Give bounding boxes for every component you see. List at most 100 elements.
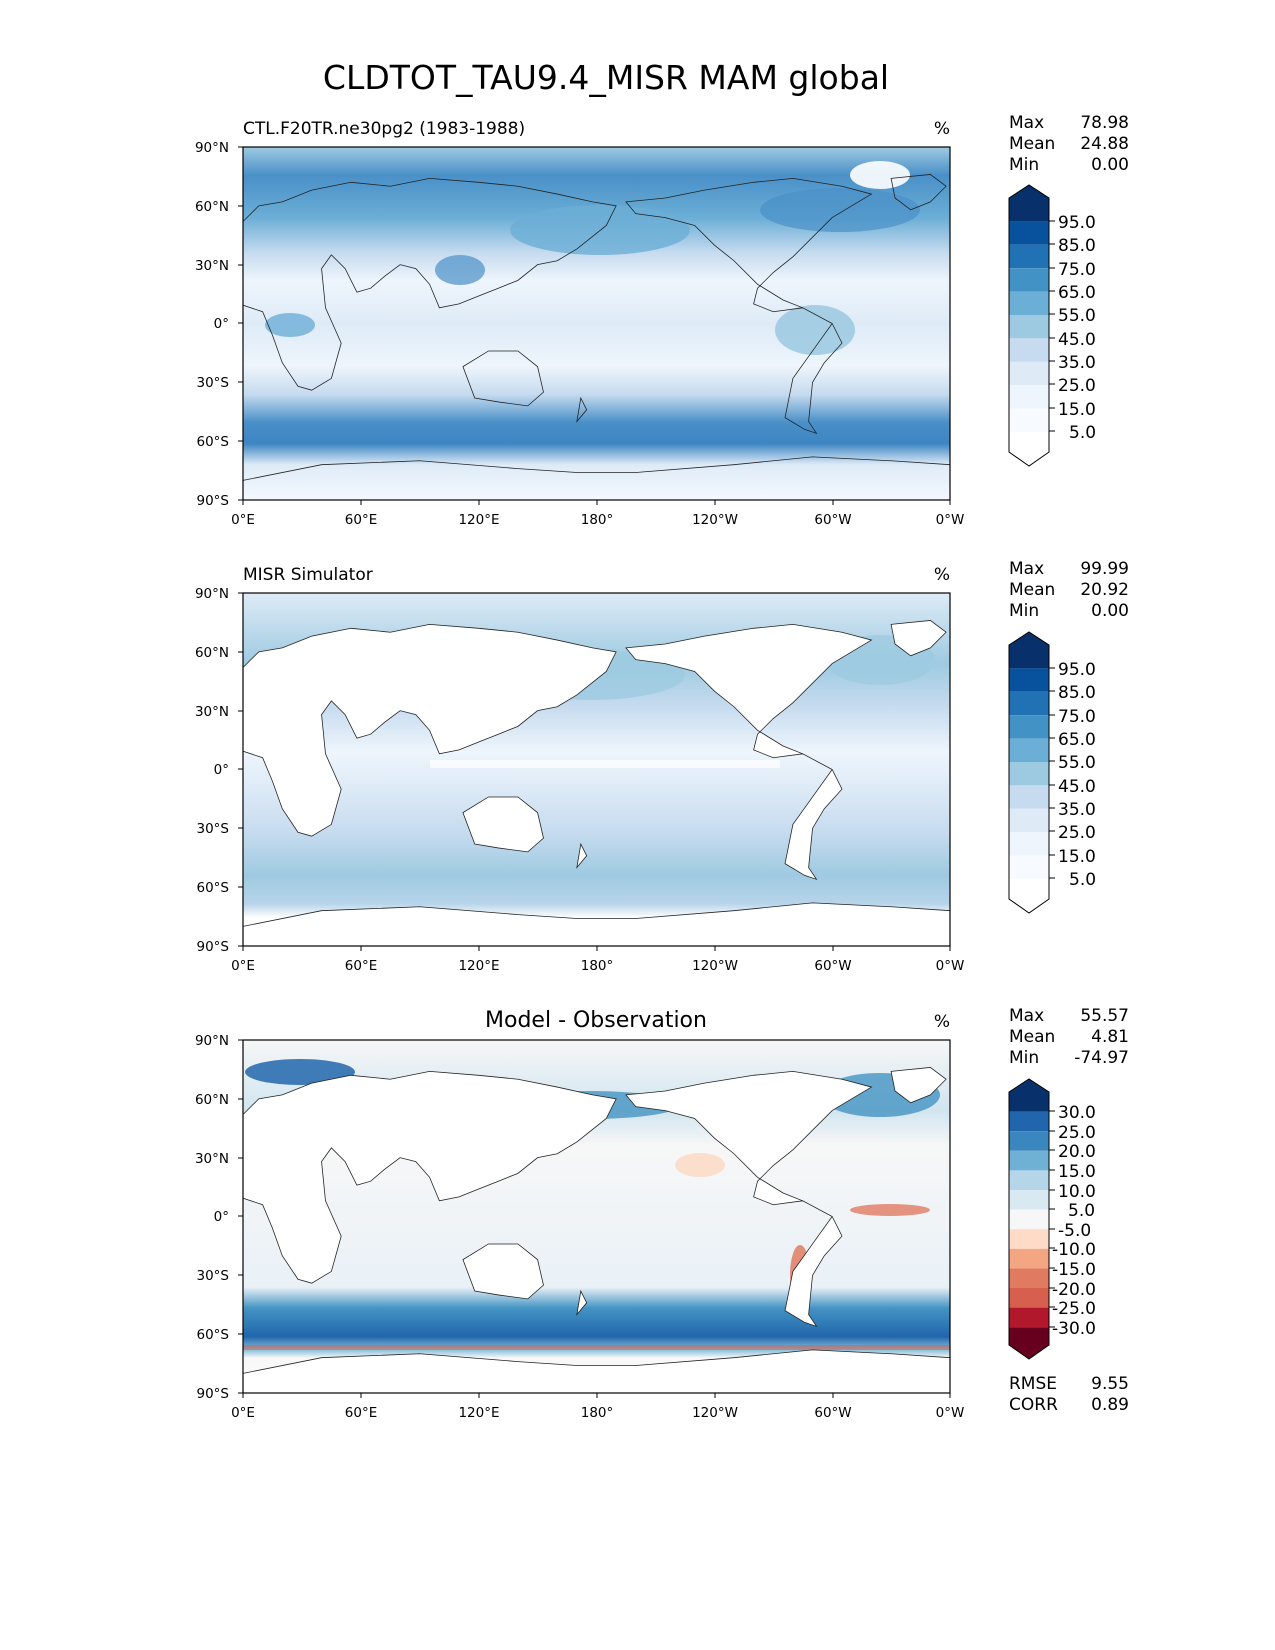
- colorbar-label: -25.0: [1052, 1299, 1096, 1319]
- colorbar-label: -15.0: [1052, 1260, 1096, 1280]
- stat-value: 0.00: [1091, 155, 1129, 175]
- lon-axis: 0°E 60°E 120°E 180° 120°W 60°W 0°W: [231, 1405, 964, 1421]
- lat-tick-label: 0°: [214, 316, 229, 332]
- stat-value: 24.88: [1080, 134, 1129, 154]
- panel-units: %: [934, 1012, 950, 1032]
- lat-ticks: [238, 592, 243, 947]
- stat-label: Min: [1009, 1048, 1039, 1068]
- lat-tick-label: 60°S: [197, 880, 230, 896]
- colorbar-label: 45.0: [1058, 330, 1096, 350]
- lon-tick-label: 60°E: [345, 1405, 377, 1421]
- stat-label: Mean: [1009, 1027, 1055, 1047]
- stat-label: Mean: [1009, 134, 1055, 154]
- lat-tick-label: 90°S: [197, 1386, 230, 1402]
- colorbar-label: 75.0: [1058, 260, 1096, 280]
- lon-axis: 0°E 60°E 120°E 180° 120°W 60°W 0°W: [231, 512, 964, 528]
- lon-tick-label: 60°E: [345, 512, 377, 528]
- stat-value: 99.99: [1080, 559, 1129, 579]
- stats-block: Max 78.98 Mean 24.88 Min 0.00: [1009, 113, 1129, 175]
- colorbar-label: 10.0: [1058, 1182, 1096, 1202]
- lat-tick-label: 90°N: [195, 1033, 229, 1049]
- stat-label: Max: [1009, 113, 1044, 133]
- map-model: [242, 146, 951, 501]
- colorbar-label: 25.0: [1058, 823, 1096, 843]
- colorbar-labels: 95.0 85.0 75.0 65.0 55.0 45.0 35.0 25.0 …: [1058, 660, 1096, 890]
- lon-ticks: [242, 946, 951, 951]
- panel-left-title: MISR Simulator: [243, 565, 373, 585]
- stat-label: Min: [1009, 601, 1039, 621]
- lon-tick-label: 120°W: [692, 1405, 738, 1421]
- colorbar-label: 5.0: [1069, 423, 1096, 443]
- colorbar-label: 35.0: [1058, 800, 1096, 820]
- lat-tick-label: 0°: [214, 1209, 229, 1225]
- colorbar-label: 85.0: [1058, 683, 1096, 703]
- lon-tick-label: 60°W: [814, 958, 851, 974]
- stat-label: Max: [1009, 559, 1044, 579]
- colorbar-bottom-extend: [1009, 1345, 1049, 1359]
- lat-tick-label: 30°S: [197, 1268, 230, 1284]
- lon-tick-label: 0°E: [231, 958, 255, 974]
- colorbar: 95.0 85.0 75.0 65.0 55.0 45.0 35.0 25.0 …: [1008, 184, 1096, 467]
- stat-label: Mean: [1009, 580, 1055, 600]
- stat-value: 20.92: [1080, 580, 1129, 600]
- colorbar-label: -20.0: [1052, 1280, 1096, 1300]
- stat-label: CORR: [1009, 1395, 1058, 1415]
- colorbar-label: 55.0: [1058, 753, 1096, 773]
- lon-tick-label: 60°W: [814, 512, 851, 528]
- panel-model: CTL.F20TR.ne30pg2 (1983-1988) % 90°N 60°…: [195, 113, 1129, 528]
- lon-tick-label: 60°E: [345, 958, 377, 974]
- colorbar-label: 55.0: [1058, 306, 1096, 326]
- stats-block: Max 99.99 Mean 20.92 Min 0.00: [1009, 559, 1129, 621]
- panel-units: %: [934, 119, 950, 139]
- lat-axis: 90°N 60°N 30°N 0° 30°S 60°S 90°S: [195, 140, 229, 509]
- colorbar: 95.0 85.0 75.0 65.0 55.0 45.0 35.0 25.0 …: [1008, 631, 1096, 914]
- lat-tick-label: 30°S: [197, 375, 230, 391]
- colorbar-label: -30.0: [1052, 1319, 1096, 1339]
- colorbar-label: 95.0: [1058, 213, 1096, 233]
- colorbar-label: -5.0: [1058, 1221, 1091, 1241]
- colorbar-label: 15.0: [1058, 847, 1096, 867]
- colorbar-label: 65.0: [1058, 283, 1096, 303]
- lon-tick-label: 120°W: [692, 512, 738, 528]
- lon-tick-label: 0°E: [231, 1405, 255, 1421]
- lon-tick-label: 0°W: [936, 1405, 965, 1421]
- lon-tick-label: 180°: [581, 958, 614, 974]
- extra-stats: RMSE 9.55 CORR 0.89: [1009, 1374, 1129, 1415]
- colorbar-top-extend: [1009, 632, 1049, 645]
- lat-tick-label: 0°: [214, 762, 229, 778]
- colorbar-segments: [1009, 1092, 1049, 1345]
- lon-ticks: [242, 500, 951, 505]
- lat-tick-label: 60°N: [195, 645, 229, 661]
- lon-tick-label: 0°W: [936, 512, 965, 528]
- stat-label: Max: [1009, 1006, 1044, 1026]
- colorbar-segments: [1009, 198, 1049, 452]
- lon-tick-label: 60°W: [814, 1405, 851, 1421]
- lon-tick-label: 120°E: [458, 1405, 499, 1421]
- stat-value: 0.89: [1091, 1395, 1129, 1415]
- map-diff: [242, 1039, 951, 1394]
- colorbar-label: 15.0: [1058, 1162, 1096, 1182]
- colorbar-labels: 95.0 85.0 75.0 65.0 55.0 45.0 35.0 25.0 …: [1058, 213, 1096, 443]
- lon-tick-label: 0°E: [231, 512, 255, 528]
- lat-tick-label: 90°N: [195, 586, 229, 602]
- lon-tick-label: 0°W: [936, 958, 965, 974]
- lat-tick-label: 60°S: [197, 1327, 230, 1343]
- lat-tick-label: 90°N: [195, 140, 229, 156]
- lon-tick-label: 120°W: [692, 958, 738, 974]
- stat-value: 0.00: [1091, 601, 1129, 621]
- colorbar-label: 5.0: [1069, 870, 1096, 890]
- lon-tick-label: 180°: [581, 512, 614, 528]
- lat-tick-label: 60°S: [197, 434, 230, 450]
- colorbar-label: 5.0: [1068, 1201, 1095, 1221]
- lat-tick-label: 30°N: [195, 704, 229, 720]
- lat-tick-label: 30°N: [195, 1151, 229, 1167]
- lat-tick-label: 90°S: [197, 939, 230, 955]
- colorbar-label: 95.0: [1058, 660, 1096, 680]
- colorbar-top-extend: [1009, 185, 1049, 198]
- figure-title: CLDTOT_TAU9.4_MISR MAM global: [323, 58, 889, 97]
- colorbar-label: 30.0: [1058, 1103, 1096, 1123]
- stat-value: 78.98: [1080, 113, 1129, 133]
- lat-axis: 90°N 60°N 30°N 0° 30°S 60°S 90°S: [195, 1033, 229, 1402]
- stat-value: 9.55: [1091, 1374, 1129, 1394]
- lat-tick-label: 30°S: [197, 821, 230, 837]
